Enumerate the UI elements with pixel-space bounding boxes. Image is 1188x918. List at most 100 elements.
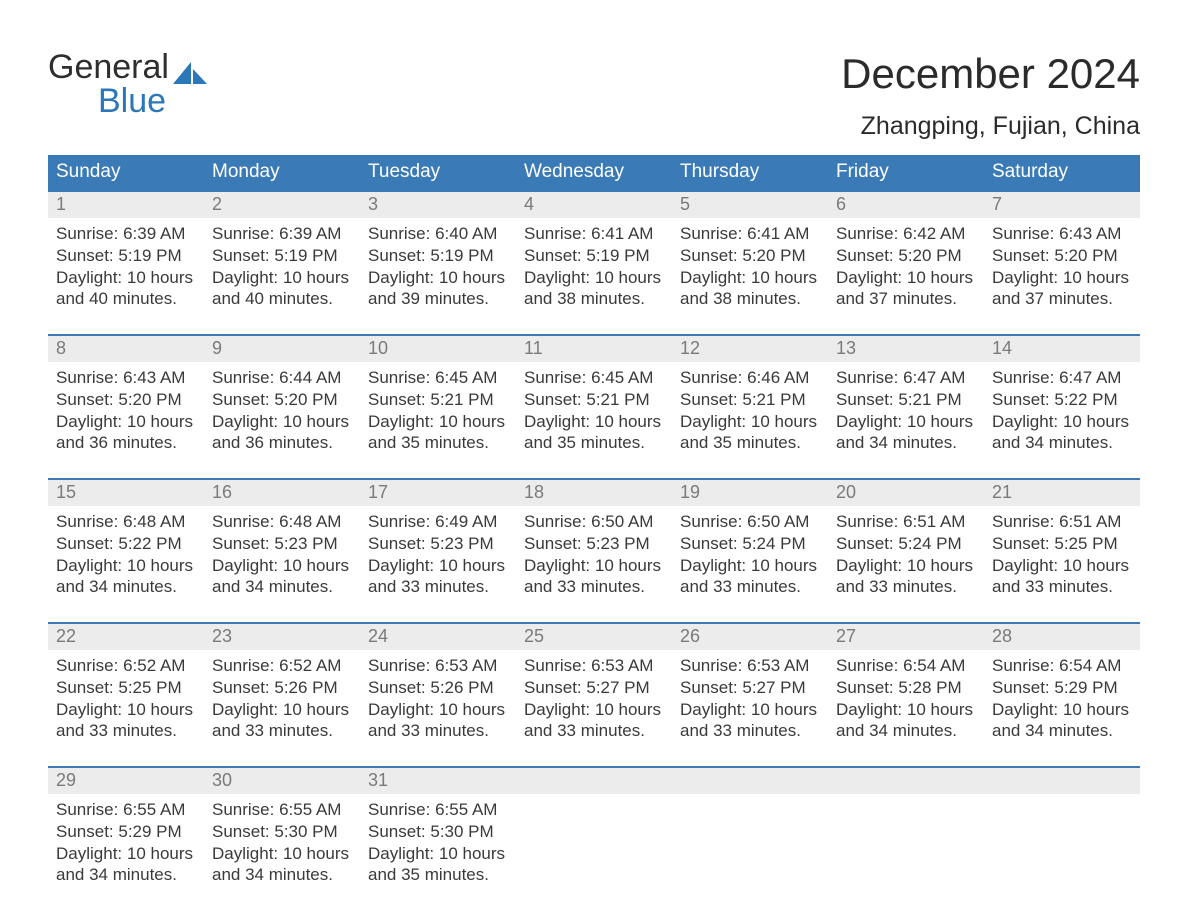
weekday-saturday: Saturday (984, 155, 1140, 190)
day-number: 20 (828, 480, 984, 506)
sunrise-line: Sunrise: 6:55 AM (212, 799, 352, 821)
daylight-line: Daylight: 10 hours and 38 minutes. (680, 267, 820, 311)
day-number: 29 (48, 768, 204, 794)
daylight-line: Daylight: 10 hours and 33 minutes. (680, 699, 820, 743)
sunset-line: Sunset: 5:21 PM (836, 389, 976, 411)
sunrise-line: Sunrise: 6:47 AM (836, 367, 976, 389)
day-number: 21 (984, 480, 1140, 506)
day-number: 16 (204, 480, 360, 506)
calendar-cell (984, 794, 1140, 910)
sunset-line: Sunset: 5:29 PM (992, 677, 1132, 699)
calendar-week: 22232425262728 Sunrise: 6:52 AM Sunset: 5:… (48, 622, 1140, 766)
brand-logo: General Blue (48, 50, 207, 118)
calendar: Sunday Monday Tuesday Wednesday Thursday… (48, 155, 1140, 910)
day-number: 1 (48, 192, 204, 218)
calendar-cell: Sunrise: 6:44 AMSunset: 5:20 PMDaylight:… (204, 362, 360, 478)
daylight-line: Daylight: 10 hours and 33 minutes. (524, 699, 664, 743)
month-title: December 2024 (841, 50, 1140, 98)
calendar-cell: Sunrise: 6:54 AMSunset: 5:29 PMDaylight:… (984, 650, 1140, 766)
daylight-line: Daylight: 10 hours and 33 minutes. (56, 699, 196, 743)
sunrise-line: Sunrise: 6:51 AM (836, 511, 976, 533)
daylight-line: Daylight: 10 hours and 33 minutes. (212, 699, 352, 743)
day-number: 14 (984, 336, 1140, 362)
weekday-tuesday: Tuesday (360, 155, 516, 190)
calendar-week: 15161718192021Sunrise: 6:48 AMSunset: 5:… (48, 478, 1140, 622)
sunrise-line: Sunrise: 6:41 AM (680, 223, 820, 245)
daylight-line: Daylight: 10 hours and 36 minutes. (56, 411, 196, 455)
sunrise-line: Sunrise: 6:43 AM (992, 223, 1132, 245)
sunrise-line: Sunrise: 6:39 AM (56, 223, 196, 245)
day-number: 3 (360, 192, 516, 218)
calendar-cell: Sunrise: 6:39 AMSunset: 5:19 PMDaylight:… (204, 218, 360, 334)
day-number-row: 22232425262728 (48, 624, 1140, 650)
sunset-line: Sunset: 5:19 PM (56, 245, 196, 267)
calendar-cell: Sunrise: 6:46 AMSunset: 5:21 PMDaylight:… (672, 362, 828, 478)
weekday-header-row: Sunday Monday Tuesday Wednesday Thursday… (48, 155, 1140, 190)
calendar-cell: Sunrise: 6:51 AMSunset: 5:25 PMDaylight:… (984, 506, 1140, 622)
day-number: 27 (828, 624, 984, 650)
daylight-line: Daylight: 10 hours and 34 minutes. (836, 411, 976, 455)
daylight-line: Daylight: 10 hours and 34 minutes. (212, 555, 352, 599)
calendar-cell (828, 794, 984, 910)
calendar-cell: Sunrise: 6:50 AMSunset: 5:24 PMDaylight:… (672, 506, 828, 622)
daylight-line: Daylight: 10 hours and 35 minutes. (680, 411, 820, 455)
sunset-line: Sunset: 5:19 PM (524, 245, 664, 267)
sunrise-line: Sunrise: 6:55 AM (368, 799, 508, 821)
daylight-line: Daylight: 10 hours and 37 minutes. (836, 267, 976, 311)
weekday-sunday: Sunday (48, 155, 204, 190)
sunset-line: Sunset: 5:24 PM (836, 533, 976, 555)
daylight-line: Daylight: 10 hours and 40 minutes. (56, 267, 196, 311)
daylight-line: Daylight: 10 hours and 36 minutes. (212, 411, 352, 455)
daylight-line: Daylight: 10 hours and 34 minutes. (992, 699, 1132, 743)
day-number: 30 (204, 768, 360, 794)
sunrise-line: Sunrise: 6:46 AM (680, 367, 820, 389)
daylight-line: Daylight: 10 hours and 33 minutes. (368, 699, 508, 743)
sunset-line: Sunset: 5:24 PM (680, 533, 820, 555)
day-number: 5 (672, 192, 828, 218)
day-number: 18 (516, 480, 672, 506)
calendar-cell: Sunrise: 6:39 AMSunset: 5:19 PMDaylight:… (48, 218, 204, 334)
sunrise-line: Sunrise: 6:52 AM (56, 655, 196, 677)
day-number (516, 768, 672, 794)
weekday-thursday: Thursday (672, 155, 828, 190)
sunset-line: Sunset: 5:19 PM (212, 245, 352, 267)
day-number: 24 (360, 624, 516, 650)
calendar-week: 293031Sunrise: 6:55 AMSunset: 5:29 PMDay… (48, 766, 1140, 910)
daylight-line: Daylight: 10 hours and 39 minutes. (368, 267, 508, 311)
day-number: 17 (360, 480, 516, 506)
daylight-line: Daylight: 10 hours and 34 minutes. (56, 843, 196, 887)
sunrise-line: Sunrise: 6:48 AM (56, 511, 196, 533)
calendar-week: 1234567Sunrise: 6:39 AMSunset: 5:19 PMDa… (48, 190, 1140, 334)
sunset-line: Sunset: 5:22 PM (992, 389, 1132, 411)
calendar-cell: Sunrise: 6:41 AMSunset: 5:20 PMDaylight:… (672, 218, 828, 334)
day-number: 31 (360, 768, 516, 794)
sunrise-line: Sunrise: 6:41 AM (524, 223, 664, 245)
sunset-line: Sunset: 5:23 PM (212, 533, 352, 555)
brand-sail-icon (173, 60, 207, 84)
location-line: Zhangping, Fujian, China (841, 112, 1140, 141)
sunset-line: Sunset: 5:20 PM (836, 245, 976, 267)
sunrise-line: Sunrise: 6:47 AM (992, 367, 1132, 389)
sunrise-line: Sunrise: 6:54 AM (992, 655, 1132, 677)
sunrise-line: Sunrise: 6:55 AM (56, 799, 196, 821)
brand-part1: General (48, 50, 169, 84)
sunrise-line: Sunrise: 6:50 AM (680, 511, 820, 533)
sunset-line: Sunset: 5:25 PM (992, 533, 1132, 555)
calendar-cell: Sunrise: 6:54 AMSunset: 5:28 PMDaylight:… (828, 650, 984, 766)
calendar-cell: Sunrise: 6:45 AMSunset: 5:21 PMDaylight:… (360, 362, 516, 478)
day-number (984, 768, 1140, 794)
sunset-line: Sunset: 5:20 PM (992, 245, 1132, 267)
sunset-line: Sunset: 5:21 PM (680, 389, 820, 411)
calendar-cell: Sunrise: 6:47 AMSunset: 5:21 PMDaylight:… (828, 362, 984, 478)
daylight-line: Daylight: 10 hours and 35 minutes. (524, 411, 664, 455)
calendar-cell: Sunrise: 6:55 AMSunset: 5:30 PMDaylight:… (360, 794, 516, 910)
calendar-cell (516, 794, 672, 910)
calendar-cell: Sunrise: 6:55 AMSunset: 5:30 PMDaylight:… (204, 794, 360, 910)
daylight-line: Daylight: 10 hours and 34 minutes. (992, 411, 1132, 455)
sunrise-line: Sunrise: 6:53 AM (680, 655, 820, 677)
day-number: 22 (48, 624, 204, 650)
sunset-line: Sunset: 5:21 PM (524, 389, 664, 411)
daylight-line: Daylight: 10 hours and 35 minutes. (368, 411, 508, 455)
day-number: 13 (828, 336, 984, 362)
day-number: 12 (672, 336, 828, 362)
